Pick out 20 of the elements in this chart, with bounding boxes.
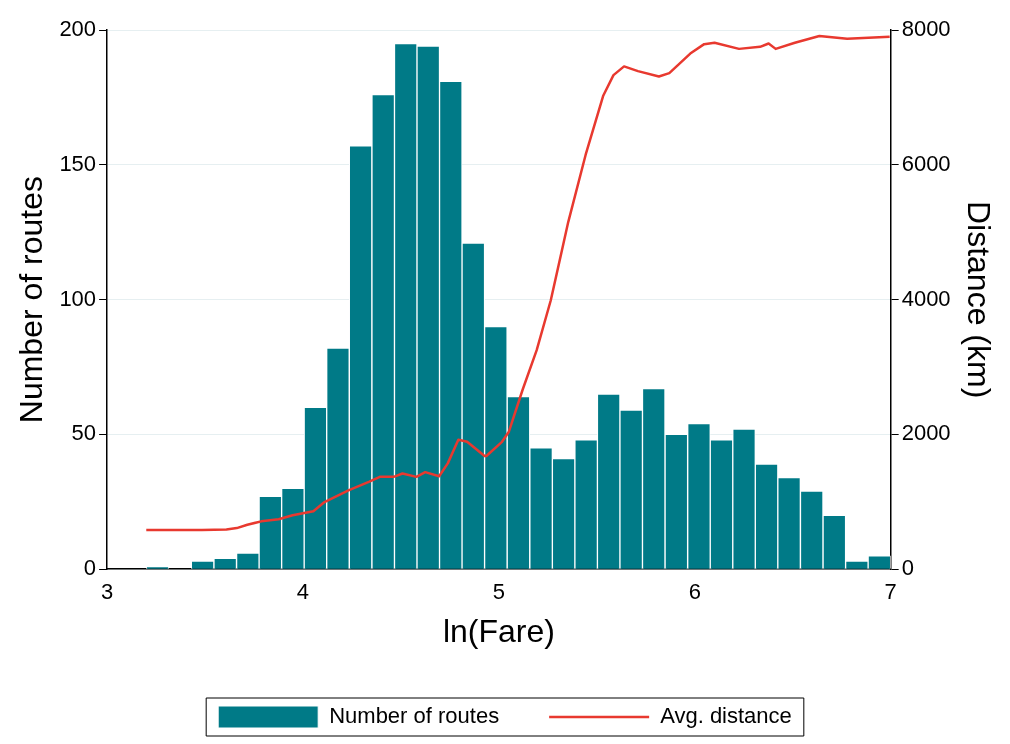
y2-tick-label: 0: [901, 555, 914, 581]
y-axis-title: Number of routes: [13, 175, 50, 424]
x-tick-label: 4: [296, 579, 310, 605]
x-tick-label: 7: [884, 579, 897, 605]
y2-tick-label: 2000: [901, 420, 951, 446]
x-tick-label: 5: [492, 579, 506, 605]
x-tick-label: 6: [688, 579, 701, 605]
y-tick-label: 150: [59, 150, 97, 176]
y-tick-label: 100: [59, 285, 97, 311]
x-tick-label: 3: [100, 579, 114, 605]
y-tick-label: 0: [83, 555, 97, 581]
y2-tick-label: 8000: [901, 16, 951, 42]
y2-axis-title: Distance (km): [960, 200, 997, 399]
y2-tick-label: 4000: [901, 285, 951, 311]
legend-label: Avg. distance: [660, 703, 792, 729]
y2-tick-label: 6000: [901, 150, 951, 176]
x-axis-title: ln(Fare): [442, 612, 555, 649]
y-tick-label: 50: [71, 420, 97, 446]
legend-label: Number of routes: [329, 703, 500, 729]
y-tick-label: 200: [59, 16, 97, 42]
